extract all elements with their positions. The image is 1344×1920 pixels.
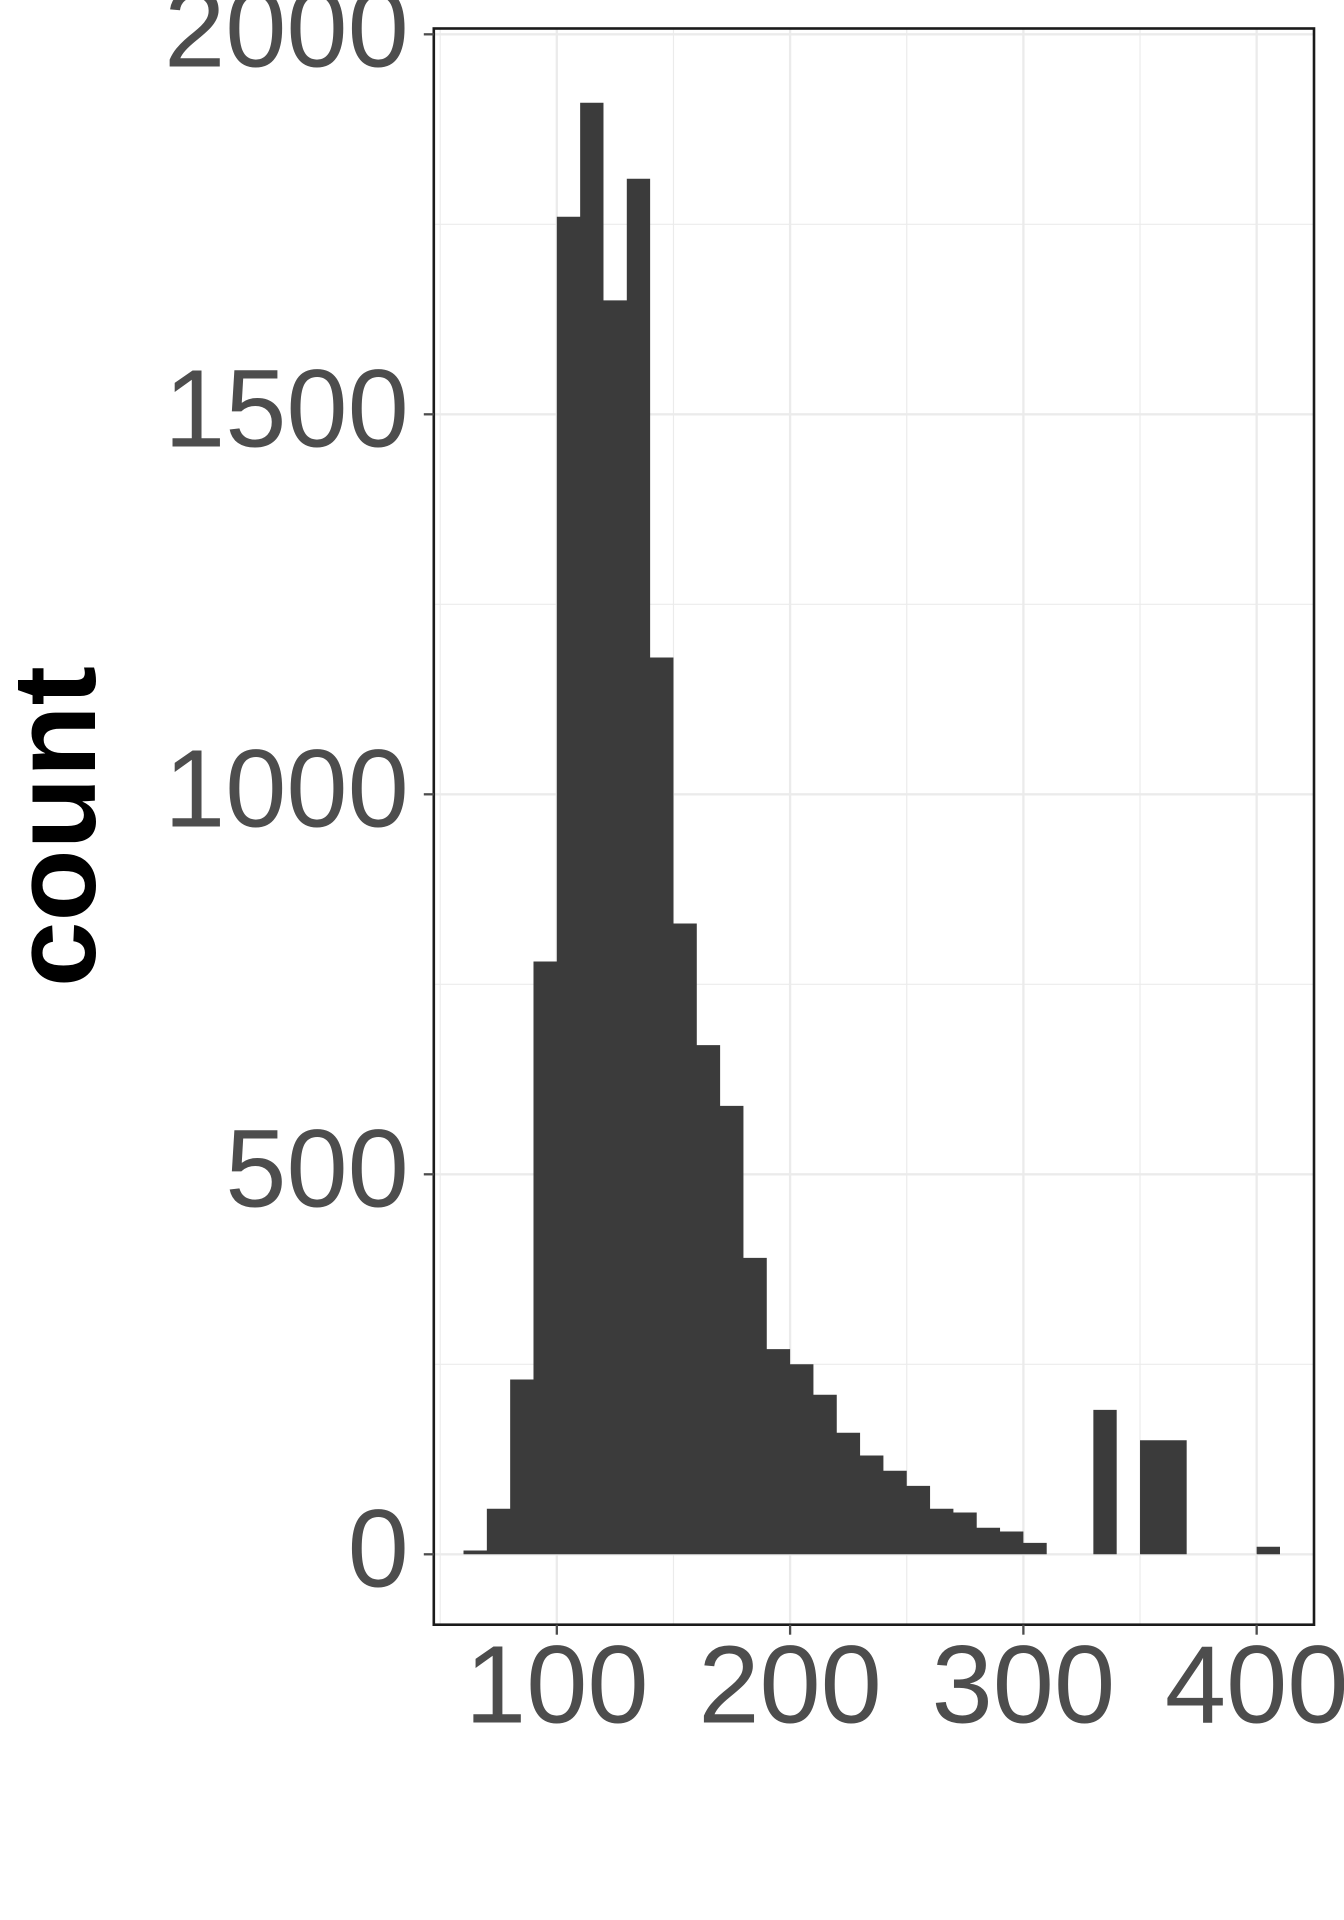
svg-text:500: 500 — [225, 1107, 409, 1230]
svg-text:300: 300 — [932, 1624, 1116, 1747]
svg-text:100: 100 — [465, 1624, 649, 1747]
svg-text:0: 0 — [348, 1487, 409, 1610]
svg-text:200: 200 — [698, 1624, 882, 1747]
svg-text:2000: 2000 — [164, 0, 409, 90]
svg-text:1500: 1500 — [164, 347, 409, 470]
svg-text:1000: 1000 — [164, 727, 409, 850]
svg-text:count: count — [0, 666, 121, 987]
svg-text:400: 400 — [1165, 1624, 1344, 1747]
